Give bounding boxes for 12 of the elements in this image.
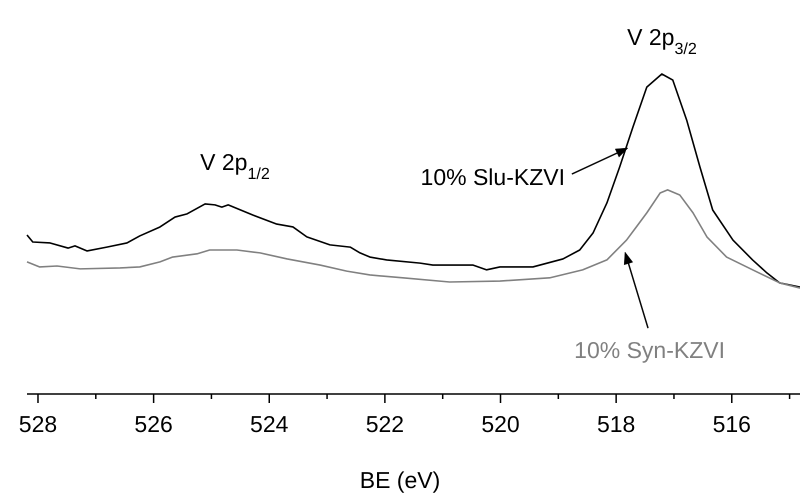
x-tick-label: 528 <box>18 411 58 437</box>
x-tick-label: 524 <box>250 411 289 437</box>
x-tick-label: 518 <box>596 411 636 437</box>
text: V 2p$_{3/2}$ <box>627 24 697 58</box>
annotation: V 2p$_{1/2}$ <box>200 149 270 183</box>
x-tick-label: 526 <box>134 411 173 437</box>
legend-label: 10% Slu-KZVI <box>420 164 565 190</box>
x-tick-label: 516 <box>712 411 751 437</box>
x-tick-label: 520 <box>481 411 520 437</box>
x-axis-title: BE (eV) <box>360 467 440 493</box>
text: 10% Syn-KZVI <box>574 337 725 363</box>
x-tick-label: 522 <box>366 411 404 437</box>
